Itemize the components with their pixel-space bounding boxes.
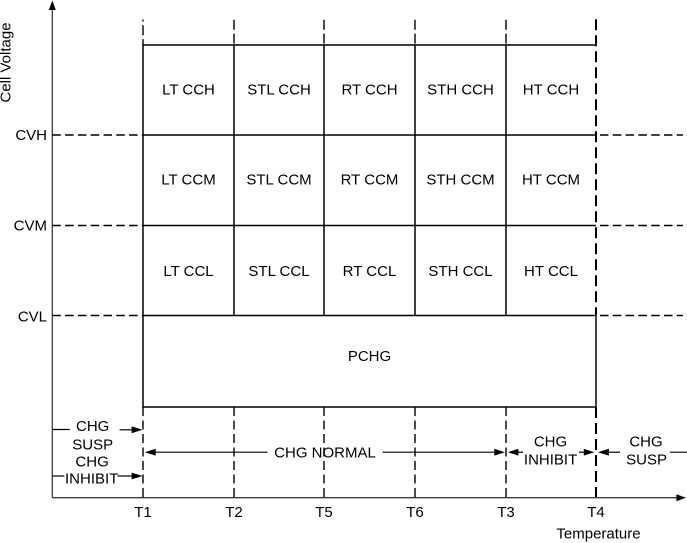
- svg-text:SUSP: SUSP: [626, 452, 667, 469]
- svg-text:CVL: CVL: [18, 309, 47, 326]
- svg-text:T6: T6: [406, 504, 424, 521]
- svg-text:SUSP: SUSP: [72, 436, 113, 453]
- svg-text:RT CCM: RT CCM: [341, 172, 399, 189]
- svg-text:CHG: CHG: [534, 433, 567, 450]
- svg-text:LT CCM: LT CCM: [161, 172, 215, 189]
- svg-text:T1: T1: [134, 504, 152, 521]
- svg-text:CHG: CHG: [76, 418, 109, 435]
- svg-text:T5: T5: [315, 504, 333, 521]
- svg-text:HT CCH: HT CCH: [523, 81, 579, 98]
- svg-text:CHG NORMAL: CHG NORMAL: [274, 445, 376, 462]
- svg-text:STL CCL: STL CCL: [248, 263, 309, 280]
- svg-text:Cell Voltage: Cell Voltage: [0, 22, 15, 102]
- svg-text:CVH: CVH: [15, 127, 47, 144]
- svg-text:HT CCM: HT CCM: [522, 172, 580, 189]
- svg-text:PCHG: PCHG: [348, 348, 391, 365]
- svg-text:HT CCL: HT CCL: [524, 263, 578, 280]
- svg-text:T3: T3: [497, 504, 515, 521]
- svg-text:STH CCL: STH CCL: [428, 263, 492, 280]
- svg-text:T4: T4: [587, 504, 605, 521]
- svg-text:STH CCM: STH CCM: [426, 172, 494, 189]
- svg-text:T2: T2: [225, 504, 243, 521]
- svg-text:CHG: CHG: [629, 433, 662, 450]
- svg-text:INHIBIT: INHIBIT: [65, 471, 118, 488]
- svg-text:Temperature: Temperature: [556, 526, 640, 543]
- svg-text:LT CCH: LT CCH: [162, 81, 215, 98]
- svg-text:CHG: CHG: [75, 454, 108, 471]
- svg-text:STH CCH: STH CCH: [427, 81, 494, 98]
- svg-text:LT CCL: LT CCL: [163, 263, 213, 280]
- svg-text:CVM: CVM: [14, 218, 47, 235]
- svg-text:RT CCL: RT CCL: [343, 263, 397, 280]
- svg-text:STL CCH: STL CCH: [247, 81, 311, 98]
- svg-text:RT CCH: RT CCH: [341, 81, 397, 98]
- svg-text:STL CCM: STL CCM: [246, 172, 311, 189]
- svg-text:INHIBIT: INHIBIT: [524, 451, 577, 468]
